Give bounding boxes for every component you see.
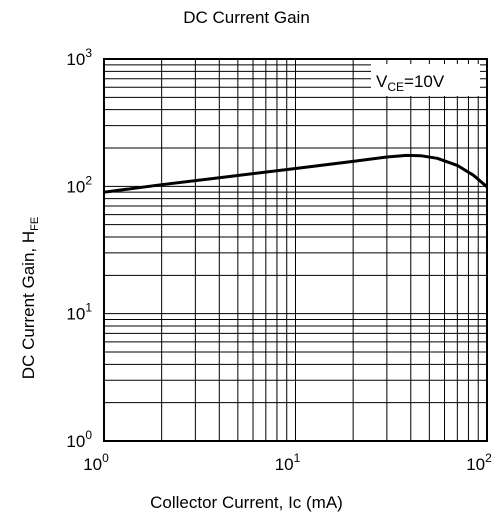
x-tick-label: 102 bbox=[466, 451, 492, 474]
y-axis-label: DC Current Gain, HFE bbox=[19, 217, 41, 379]
vce-label: VCE=10V bbox=[376, 72, 445, 94]
y-axis-label-main: DC Current Gain, H bbox=[19, 231, 38, 379]
vce-annotation: VCE=10V bbox=[371, 64, 480, 96]
x-tick-label: 101 bbox=[275, 451, 301, 474]
grid-lines bbox=[104, 59, 487, 441]
y-axis-label-sub: FE bbox=[29, 217, 41, 231]
x-tick-label: 100 bbox=[83, 451, 109, 474]
tick-labels: 100 101 102 100 101 102 103 bbox=[66, 46, 492, 474]
y-tick-label: 100 bbox=[66, 428, 92, 451]
x-axis-label: Collector Current, Ic (mA) bbox=[0, 493, 493, 513]
y-tick-label: 102 bbox=[66, 173, 92, 196]
y-tick-label: 101 bbox=[66, 301, 92, 324]
y-tick-label: 103 bbox=[66, 46, 92, 69]
